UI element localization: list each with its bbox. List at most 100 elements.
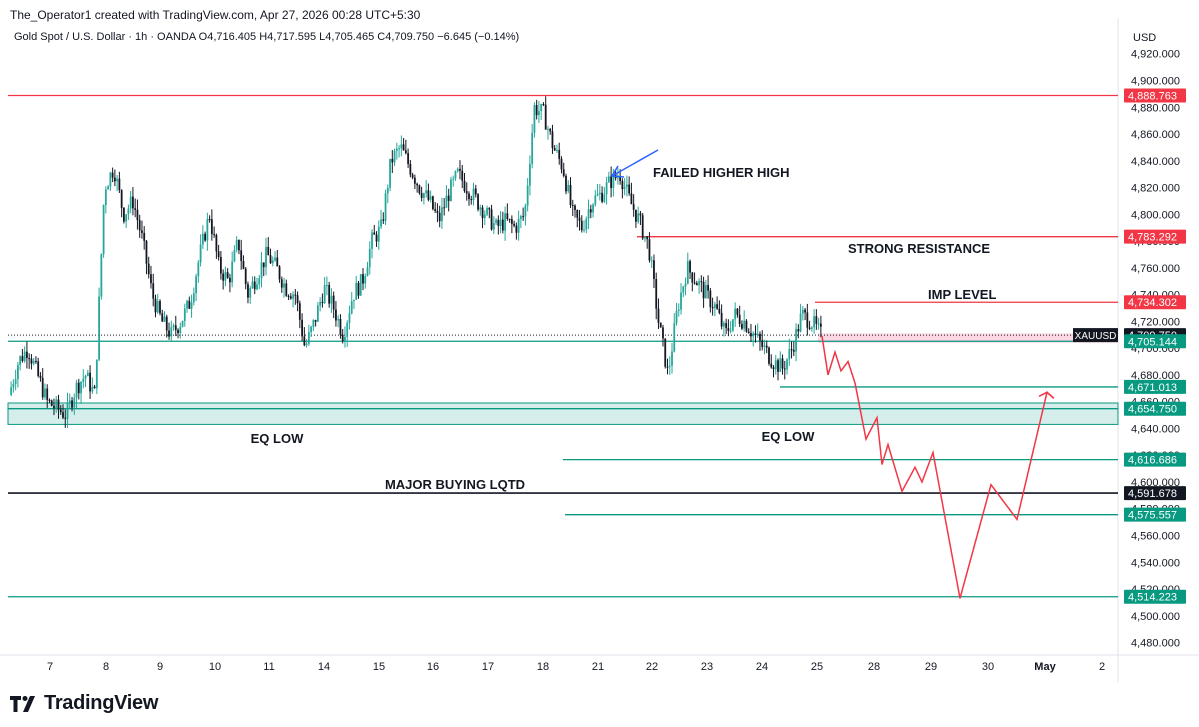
x-tick-label: 29 <box>925 661 937 673</box>
candle-body <box>177 329 179 334</box>
candle-body <box>592 204 594 213</box>
price-axis: 4,480.0004,500.0004,520.0004,540.0004,56… <box>1131 49 1180 650</box>
candle-body <box>168 330 170 337</box>
candle-body <box>127 208 130 215</box>
price-label: 4,705.144 <box>1128 336 1177 348</box>
candle-body <box>262 262 265 268</box>
candle-body <box>328 285 331 304</box>
candle-body <box>808 327 811 329</box>
candle-body <box>407 153 410 164</box>
candle-body <box>589 209 592 213</box>
candle-body <box>662 327 664 339</box>
candle-body <box>50 400 53 406</box>
price-label-bg <box>1124 401 1186 416</box>
candle-body <box>377 226 380 242</box>
candle-body <box>298 303 301 320</box>
candle-body <box>607 176 610 183</box>
candle-body <box>364 276 367 284</box>
x-tick-label: 2 <box>1099 661 1105 673</box>
tradingview-logo[interactable]: TradingView <box>10 692 158 715</box>
price-label-bg <box>1124 486 1186 501</box>
candle-body <box>474 188 477 195</box>
candle-body <box>804 309 806 313</box>
candle-body <box>529 163 531 186</box>
supply-box <box>818 333 1118 343</box>
x-tick-label: 23 <box>701 661 713 673</box>
candle-body <box>422 193 425 198</box>
candle-body <box>759 333 761 341</box>
candle-body <box>569 184 572 206</box>
candle-body <box>425 190 428 194</box>
candle-body <box>540 104 543 112</box>
candle-body <box>713 304 716 308</box>
candle-body <box>535 105 538 116</box>
candle-body <box>553 148 556 151</box>
price-label-bg <box>1124 589 1186 604</box>
levels-layer <box>8 94 1118 598</box>
candle-body <box>722 323 725 327</box>
x-tick-label: 10 <box>209 661 221 673</box>
price-chart[interactable]: FAILED HIGHER HIGH STRONG RESISTANCE IMP L… <box>0 0 1199 682</box>
candle-body <box>339 318 342 335</box>
candle-body <box>197 262 200 277</box>
candle-body <box>229 277 231 283</box>
zones-layer <box>7 333 1119 425</box>
candle-body <box>215 234 218 252</box>
candle-body <box>59 409 62 413</box>
candle-body <box>747 331 750 334</box>
candle-body <box>400 144 403 149</box>
candle-body <box>499 219 502 226</box>
candle-body <box>689 261 691 273</box>
candle-body <box>62 412 64 418</box>
candle-body <box>488 208 491 210</box>
candle-body <box>210 219 213 235</box>
candle-body <box>174 325 177 330</box>
price-label: 4,734.302 <box>1128 297 1177 309</box>
candle-body <box>680 292 682 310</box>
candle-body <box>612 172 615 189</box>
candle-body <box>132 196 134 209</box>
x-tick-label: 17 <box>482 661 494 673</box>
candle-body <box>549 128 552 132</box>
candle-body <box>452 178 455 180</box>
candle-body <box>653 260 655 279</box>
x-tick-label: 8 <box>103 661 109 673</box>
price-label: 4,654.750 <box>1128 404 1177 416</box>
candle-body <box>526 185 529 206</box>
candle-body <box>777 360 779 372</box>
candle-body <box>305 343 308 346</box>
candle-body <box>75 382 78 398</box>
candle-body <box>217 251 220 257</box>
candle-body <box>711 307 714 309</box>
candle-body <box>560 158 563 170</box>
price-label-bg <box>1124 379 1186 394</box>
candle-body <box>770 363 773 368</box>
candle-body <box>357 282 360 296</box>
candle-body <box>82 378 85 382</box>
candle-body <box>495 219 497 224</box>
projection-path <box>821 335 1054 599</box>
candle-body <box>219 256 222 274</box>
candle-body <box>165 316 168 331</box>
candle-body <box>321 301 324 304</box>
candle-body <box>716 304 719 309</box>
projection-layer <box>821 335 1055 599</box>
candle-body <box>695 283 698 286</box>
candle-body <box>481 207 484 219</box>
candle-body <box>732 319 734 331</box>
candle-body <box>772 367 775 370</box>
candle-body <box>630 193 633 205</box>
candle-body <box>567 184 570 192</box>
candle-body <box>393 150 396 163</box>
candle-body <box>30 358 33 364</box>
candle-body <box>510 219 513 224</box>
candle-body <box>666 366 669 368</box>
candle-body <box>163 316 166 322</box>
candle-body <box>700 281 703 283</box>
price-label-bg <box>1124 334 1186 349</box>
candle-body <box>639 213 642 216</box>
candle-body <box>373 232 376 235</box>
candle-body <box>648 239 651 261</box>
candle-body <box>664 338 667 367</box>
price-label: 4,616.686 <box>1128 455 1177 467</box>
